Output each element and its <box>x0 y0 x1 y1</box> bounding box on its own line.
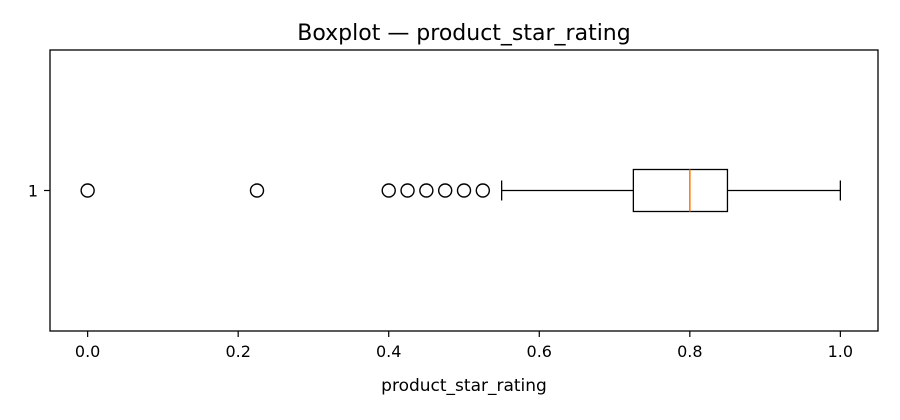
x-tick-label: 0.4 <box>376 342 401 361</box>
x-tick-label: 0.0 <box>75 342 100 361</box>
x-tick-label: 0.6 <box>527 342 552 361</box>
y-axis: 1 <box>28 182 50 201</box>
x-axis-label: product_star_rating <box>381 376 547 396</box>
y-tick-label: 1 <box>28 182 38 201</box>
outlier-point <box>419 183 434 198</box>
x-tick-label: 1.0 <box>828 342 853 361</box>
x-axis: 0.0 0.2 0.4 0.6 0.8 1.0 <box>75 331 853 361</box>
chart-title: Boxplot — product_star_rating <box>297 21 630 46</box>
outlier-point <box>400 183 415 198</box>
outlier-point <box>381 183 396 198</box>
x-tick-label: 0.2 <box>225 342 250 361</box>
outlier-point <box>437 183 453 198</box>
outlier-point <box>456 183 472 198</box>
box-group <box>80 168 842 213</box>
x-tick-label: 0.8 <box>677 342 702 361</box>
outlier-point <box>475 183 491 198</box>
outlier-point <box>80 183 95 198</box>
iqr-box <box>632 168 729 213</box>
outlier-point <box>249 183 265 198</box>
